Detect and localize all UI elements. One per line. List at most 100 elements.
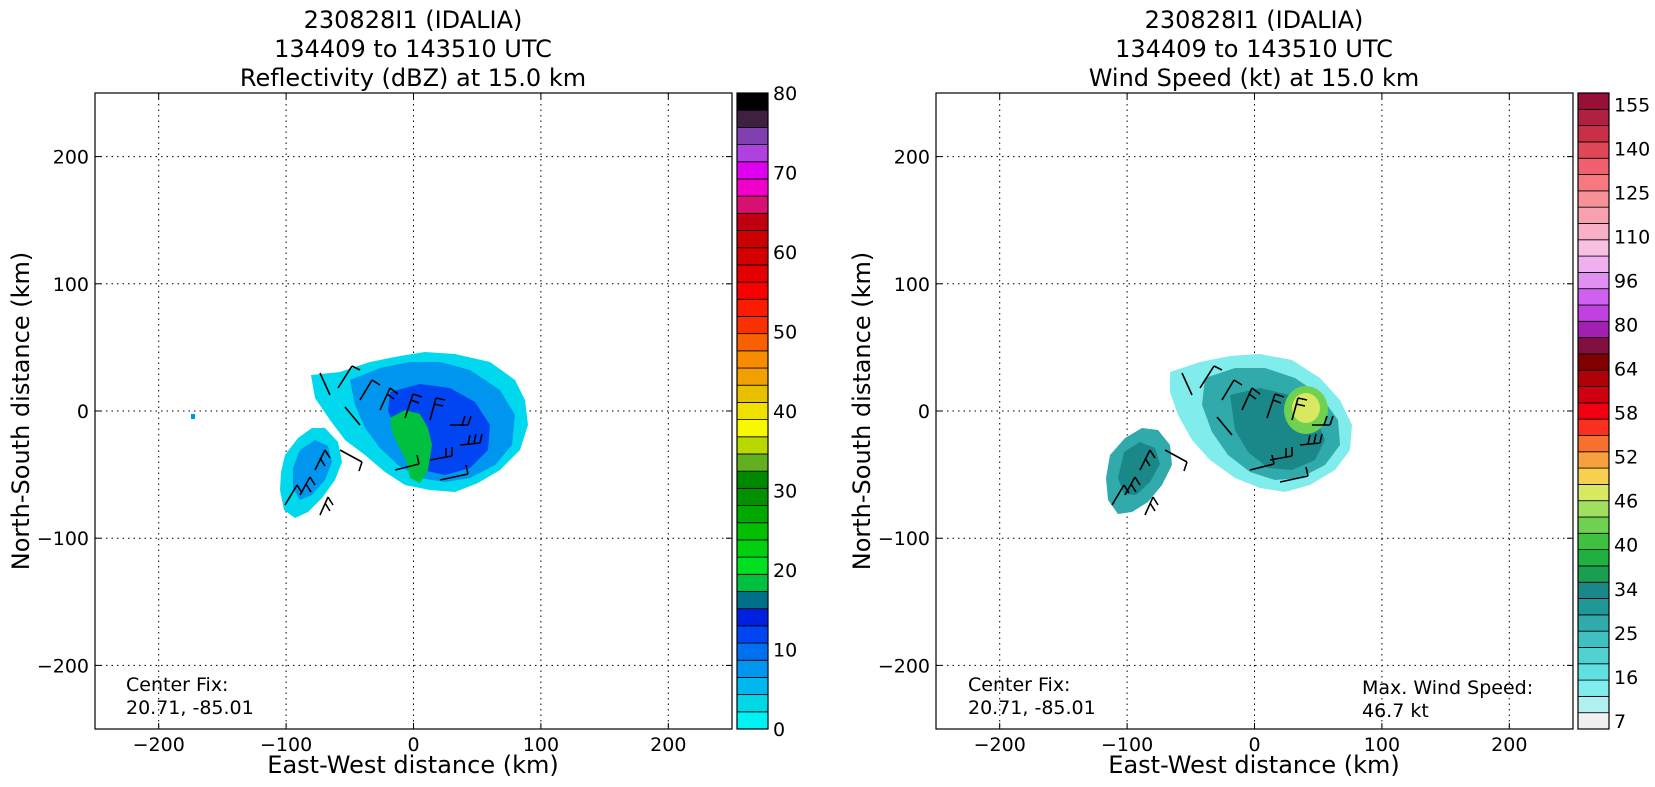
x-tick-label: 100: [523, 734, 559, 756]
left-colorbar: [736, 92, 769, 730]
colorbar-bin: [736, 591, 769, 610]
colorbar-bin: [1577, 125, 1610, 143]
left-wind-barbs: [284, 365, 483, 516]
x-tick-label: 0: [1248, 734, 1260, 756]
colorbar-bin: [1577, 630, 1610, 648]
colorbar-bin: [736, 316, 769, 335]
colorbar-bin: [736, 384, 769, 403]
right-title-line-1: 230828I1 (IDALIA): [1145, 6, 1364, 34]
colorbar-bin: [736, 298, 769, 317]
colorbar-bin: [1577, 663, 1610, 681]
left-y-axis-label: North-South distance (km): [7, 252, 35, 571]
right-wind-southwest-band-core: [1118, 442, 1160, 495]
colorbar-bin: [736, 470, 769, 489]
left-title-line-1: 230828I1 (IDALIA): [304, 6, 523, 34]
colorbar-tick-label: 7: [1614, 711, 1626, 733]
colorbar-bin: [736, 419, 769, 438]
right-title-line-2: 134409 to 143510 UTC: [1115, 35, 1393, 63]
colorbar-bin: [1577, 532, 1610, 551]
right-grid: [936, 93, 1573, 729]
left-reflectivity-field: [191, 352, 528, 518]
colorbar-bin: [736, 333, 769, 352]
colorbar-bin: [1577, 255, 1610, 273]
x-tick-label: 200: [650, 734, 686, 756]
colorbar-bin: [736, 487, 769, 506]
colorbar-bin: [1577, 451, 1610, 469]
colorbar-tick-label: 46: [1614, 491, 1638, 513]
y-tick-label: 100: [53, 274, 89, 296]
colorbar-bin: [1577, 92, 1610, 110]
colorbar-bin: [736, 92, 769, 111]
colorbar-bin: [736, 642, 769, 661]
left-title-line-3: Reflectivity (dBZ) at 15.0 km: [240, 64, 586, 92]
colorbar-tick-label: 96: [1614, 271, 1638, 293]
colorbar-bin: [736, 711, 769, 730]
left-title-line-2: 134409 to 143510 UTC: [274, 35, 552, 63]
colorbar-tick-label: 40: [773, 401, 797, 423]
colorbar-bin: [1577, 402, 1610, 420]
colorbar-bin: [736, 694, 769, 713]
colorbar-tick-label: 110: [1614, 227, 1650, 249]
right-y-ticks: −200 −100 0 100 200: [878, 147, 1573, 677]
colorbar-bin: [1577, 695, 1610, 714]
colorbar-tick-label: 155: [1614, 94, 1650, 116]
colorbar-bin: [1577, 304, 1610, 322]
colorbar-bin: [1577, 435, 1610, 453]
colorbar-bin: [1577, 467, 1610, 485]
colorbar-bin: [736, 539, 769, 558]
colorbar-bin: [1577, 549, 1610, 567]
colorbar-bin: [736, 230, 769, 249]
colorbar-bin: [1577, 581, 1610, 599]
right-title-line-3: Wind Speed (kt) at 15.0 km: [1089, 64, 1420, 92]
colorbar-bin: [1577, 614, 1610, 632]
y-tick-label: −200: [878, 655, 930, 677]
colorbar-bin: [1577, 516, 1610, 534]
colorbar-bin: [1577, 418, 1610, 436]
colorbar-bin: [1577, 386, 1610, 404]
y-tick-label: 100: [894, 274, 930, 296]
colorbar-bin: [1577, 157, 1610, 175]
colorbar-bin: [1577, 141, 1610, 159]
colorbar-bin: [736, 625, 769, 644]
left-refl-isolated-echo: [191, 414, 195, 419]
left-x-axis-label: East-West distance (km): [267, 751, 558, 779]
colorbar-bin: [736, 195, 769, 214]
colorbar-bin: [736, 659, 769, 678]
colorbar-bin: [736, 161, 769, 180]
colorbar-bin: [1577, 483, 1610, 502]
x-tick-label: −200: [133, 734, 185, 756]
colorbar-bin: [736, 212, 769, 231]
right-wind-barbs: [1111, 365, 1334, 516]
colorbar-bin: [1577, 174, 1610, 192]
colorbar-frame: [1577, 92, 1610, 730]
left-y-ticks: −200 −100 0 100 200: [37, 147, 732, 677]
right-x-axis-label: East-West distance (km): [1108, 751, 1399, 779]
colorbar-bin: [1577, 598, 1610, 616]
colorbar-bin: [736, 367, 769, 386]
y-tick-label: 200: [53, 147, 89, 169]
right-max-wind-label: Max. Wind Speed:: [1362, 677, 1533, 699]
colorbar-bin: [1577, 565, 1610, 583]
x-tick-label: −200: [974, 734, 1026, 756]
x-tick-label: −100: [260, 734, 312, 756]
right-wind-max-yellow-core: [1292, 393, 1320, 423]
colorbar-bin: [1577, 190, 1610, 208]
colorbar-bin: [736, 281, 769, 300]
colorbar-bin: [1577, 679, 1610, 697]
colorbar-tick-label: 64: [1614, 359, 1638, 381]
x-tick-label: 200: [1491, 734, 1527, 756]
left-center-fix-value: 20.71, -85.01: [126, 697, 254, 719]
right-panel: 230828I1 (IDALIA) 134409 to 143510 UTC W…: [848, 6, 1650, 779]
colorbar-bin: [1577, 353, 1610, 371]
colorbar-bin: [1577, 712, 1610, 730]
x-tick-label: −100: [1101, 734, 1153, 756]
colorbar-tick-label: 60: [773, 242, 797, 264]
left-center-fix-label: Center Fix:: [126, 674, 228, 696]
colorbar-frame: [736, 92, 769, 730]
y-tick-label: −100: [37, 528, 89, 550]
colorbar-tick-label: 40: [1614, 535, 1638, 557]
colorbar-tick-label: 50: [773, 322, 797, 344]
colorbar-bin: [736, 505, 769, 524]
left-x-ticks: −200 −100 0 100 200: [133, 93, 686, 756]
colorbar-bin: [736, 350, 769, 369]
